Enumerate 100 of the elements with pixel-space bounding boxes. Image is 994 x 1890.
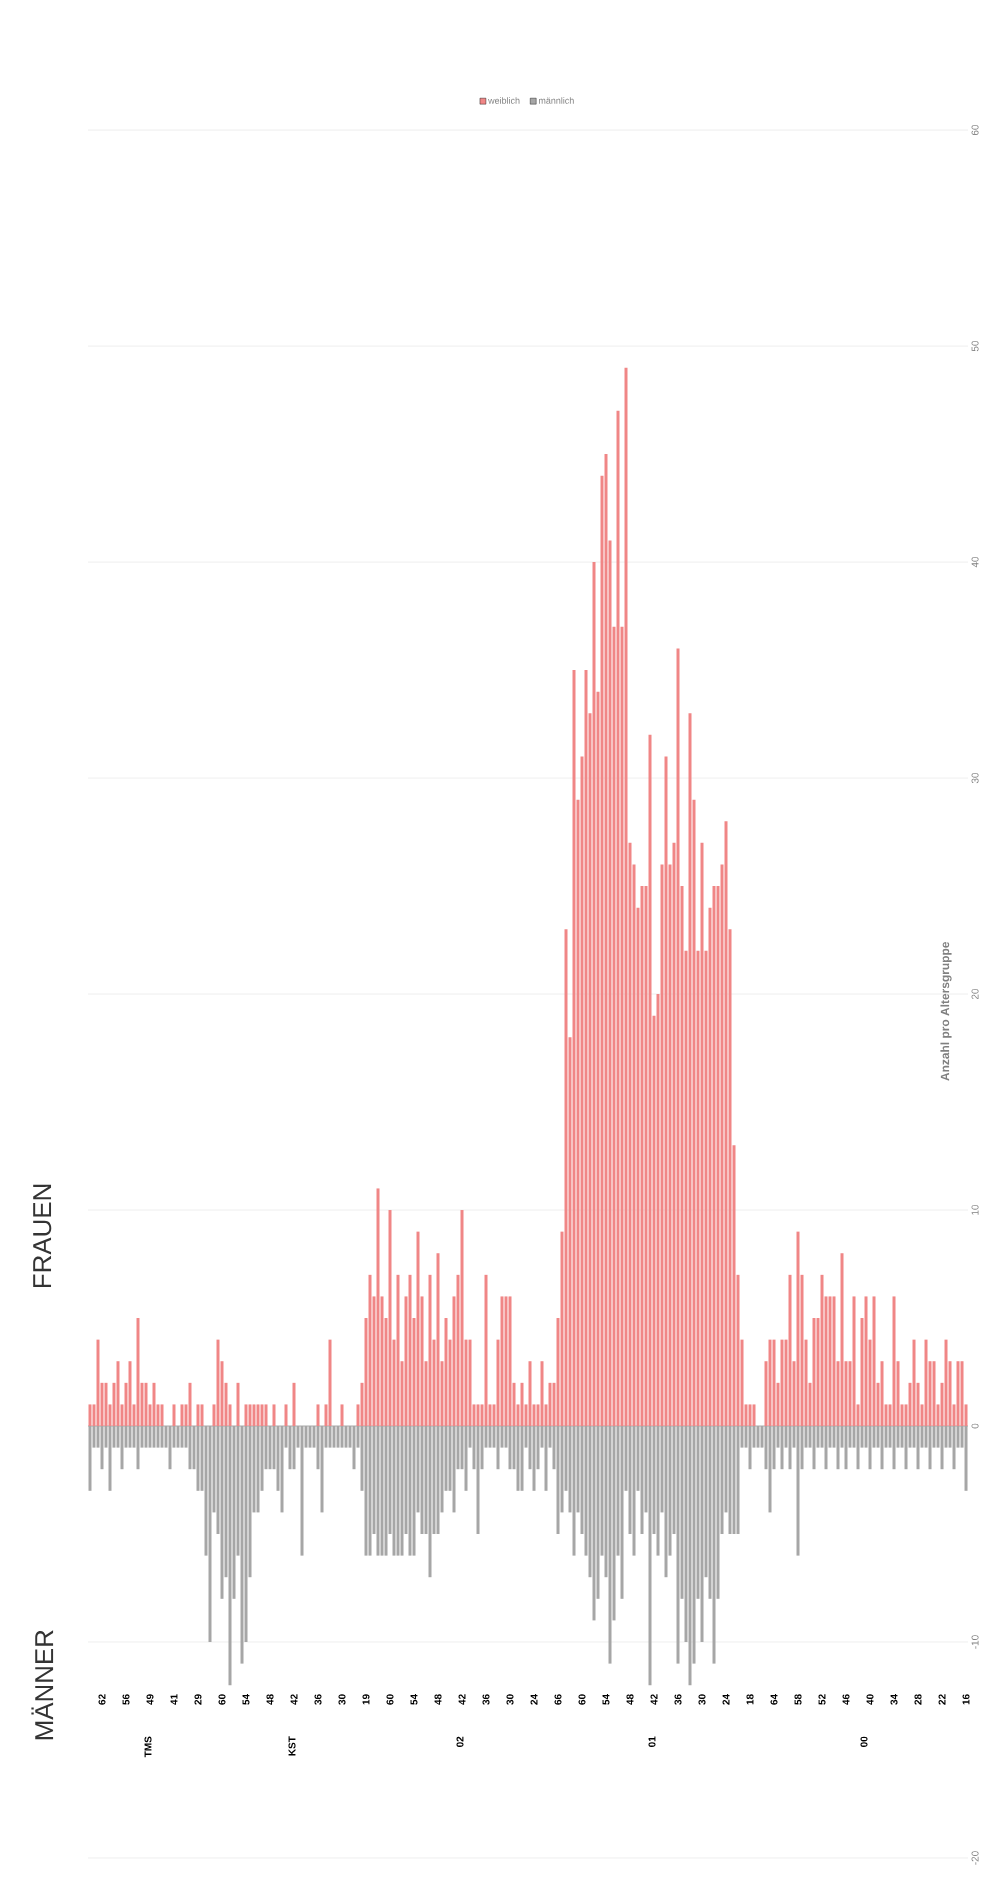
bar (152, 1382, 156, 1427)
bar (604, 454, 608, 1427)
bar (688, 713, 692, 1427)
bar (328, 1339, 332, 1427)
bar (436, 1426, 440, 1535)
bar (144, 1382, 148, 1427)
bar (300, 1426, 304, 1556)
bar (396, 1426, 400, 1556)
bar (872, 1296, 876, 1427)
bar (332, 1426, 336, 1448)
bar (964, 1426, 968, 1491)
bar (392, 1426, 396, 1556)
bar (624, 367, 628, 1427)
bar (280, 1426, 284, 1513)
bar (892, 1296, 896, 1427)
bar (856, 1426, 860, 1470)
bar (544, 1426, 548, 1491)
bar (136, 1318, 140, 1427)
x-tick-label: 54 (410, 1693, 418, 1705)
bar (400, 1426, 404, 1556)
x-tick-label: 60 (386, 1694, 394, 1705)
bar (648, 1426, 652, 1686)
bar (824, 1426, 828, 1470)
bar (488, 1426, 492, 1448)
bar (504, 1296, 508, 1427)
bar (88, 1426, 92, 1491)
bar (788, 1274, 792, 1427)
bar (608, 1426, 612, 1664)
bar (940, 1426, 944, 1470)
bar (880, 1426, 884, 1470)
bar (264, 1404, 268, 1427)
bar (728, 1426, 732, 1535)
bar (944, 1339, 948, 1427)
bar (620, 1426, 624, 1599)
bar (452, 1426, 456, 1513)
x-tick-label: 16 (962, 1694, 970, 1705)
bar (444, 1318, 448, 1427)
bar (904, 1426, 908, 1470)
x-tick-label: 66 (554, 1694, 562, 1705)
bar (688, 1426, 692, 1686)
bar (676, 1426, 680, 1664)
bar (464, 1426, 468, 1491)
bar (556, 1426, 560, 1535)
bar (832, 1296, 836, 1427)
bar (924, 1339, 928, 1427)
bar (632, 1426, 636, 1556)
bar (376, 1188, 380, 1427)
bar (468, 1339, 472, 1427)
bar (796, 1231, 800, 1427)
x-tick-label: 42 (290, 1694, 298, 1705)
bar (928, 1426, 932, 1470)
bar (436, 1253, 440, 1427)
bar (852, 1296, 856, 1427)
bar (768, 1339, 772, 1427)
bar (780, 1339, 784, 1427)
bar (120, 1426, 124, 1470)
bar (320, 1426, 324, 1513)
bar (880, 1361, 884, 1427)
x-tick-label: 62 (98, 1694, 106, 1705)
bar (484, 1274, 488, 1427)
x-tick-label: 48 (626, 1694, 634, 1705)
x-tick-label: 60 (218, 1694, 226, 1705)
x-tick-label: 36 (314, 1694, 322, 1705)
x-tick-label: 60 (578, 1694, 586, 1705)
bar (664, 1426, 668, 1578)
bar (384, 1426, 388, 1556)
bar (640, 886, 644, 1427)
legend-label: männlich (539, 97, 574, 104)
x-tick-label: 46 (842, 1694, 850, 1705)
bar (228, 1426, 232, 1686)
bar (836, 1426, 840, 1470)
x-tick-label: 54 (602, 1693, 610, 1705)
x-tick-label: 22 (938, 1694, 946, 1705)
bar (156, 1426, 160, 1448)
bar (428, 1426, 432, 1578)
bar (340, 1426, 344, 1448)
x-tick-label: 56 (122, 1694, 130, 1705)
x-tick-label: 30 (338, 1694, 346, 1705)
bar (364, 1426, 368, 1556)
bar (428, 1274, 432, 1427)
bar (460, 1210, 464, 1427)
bar (176, 1426, 180, 1448)
bar (664, 756, 668, 1427)
x-tick-label: 36 (674, 1694, 682, 1705)
bar (188, 1382, 192, 1427)
bar (104, 1382, 108, 1427)
bar (476, 1426, 480, 1535)
bar (180, 1426, 184, 1448)
bar (292, 1426, 296, 1470)
bar (616, 410, 620, 1427)
bar (564, 929, 568, 1427)
bar (252, 1404, 256, 1427)
x-tick-label: 36 (482, 1694, 490, 1705)
bar (352, 1426, 356, 1470)
bar (892, 1426, 896, 1470)
x-tick-label: 24 (530, 1693, 538, 1705)
bar (96, 1339, 100, 1427)
y-tick-label: 20 (971, 988, 979, 1000)
bar (188, 1426, 192, 1470)
bar (336, 1426, 340, 1448)
